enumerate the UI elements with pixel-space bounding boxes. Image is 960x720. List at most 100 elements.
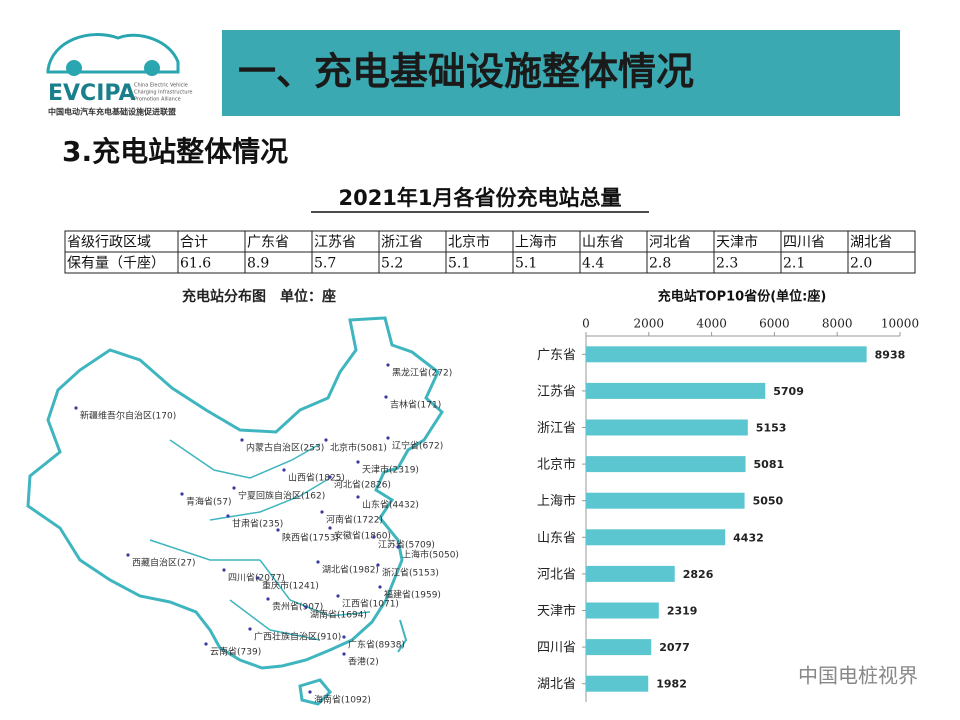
- value-label: 5709: [773, 385, 804, 398]
- y-tick-label: 浙江省: [537, 421, 576, 436]
- map-label: 天津市(2319): [362, 464, 419, 476]
- logo-car: [46, 33, 180, 74]
- value-label: 1982: [656, 678, 687, 691]
- map-label: 甘肃省(235): [232, 518, 283, 530]
- map-dot: [222, 568, 226, 572]
- map-label: 西藏自治区(27): [132, 557, 195, 569]
- map-dot: [376, 563, 380, 567]
- map-dot: [316, 560, 320, 564]
- bar: [586, 529, 726, 546]
- table: 省级行政区域 合计 广东省 江苏省 浙江省 北京市 上海市 山东省 河北省 天津市 四川省 湖北省保有…: [64, 230, 916, 274]
- watermark: 中国电桩视界: [798, 664, 918, 688]
- value-label: 4432: [733, 531, 764, 544]
- slide-title: 一、充电基础设施整体情况: [238, 50, 694, 94]
- y-tick-label: 四川省: [537, 641, 576, 656]
- map-label: 北京市(5081): [330, 442, 387, 454]
- table-cell-text: 广东省: [247, 235, 289, 251]
- map-label: 湖南省(1694): [310, 609, 367, 621]
- table-cell-text: 5.7: [314, 256, 336, 272]
- logo-cn: 中国电动汽车充电基础设施促进联盟: [48, 107, 176, 117]
- map-label: 重庆市(1241): [262, 580, 319, 592]
- value-label: 2319: [667, 605, 698, 618]
- table-cell-text: 5.1: [515, 256, 537, 272]
- map-label: 宁夏回族自治区(162): [238, 490, 325, 502]
- map-label: 福建省(1959): [384, 589, 441, 601]
- map-label: 内蒙古自治区(253): [246, 442, 324, 454]
- bar: [586, 456, 746, 473]
- map-dot: [328, 475, 332, 479]
- map-dot: [226, 514, 230, 518]
- map-label: 江西省(1071): [342, 598, 399, 610]
- map-dot: [378, 585, 382, 589]
- map-label: 海南省(1092): [314, 694, 371, 706]
- logo-en: Charging Infrastructure: [134, 90, 192, 96]
- table-cell-text: 61.6: [180, 256, 211, 272]
- map-dot: [304, 605, 308, 609]
- map-label: 湖北省(1982): [322, 564, 379, 576]
- table-cell-text: 上海市: [515, 234, 557, 251]
- table-cell-text: 2.3: [716, 256, 738, 272]
- map-dot: [276, 528, 280, 532]
- table-cell-text: 2.1: [783, 256, 805, 272]
- map-dot: [256, 576, 260, 580]
- map-label: 云南省(739): [210, 646, 261, 658]
- y-tick-label: 天津市: [537, 603, 576, 619]
- y-tick-label: 北京市: [537, 457, 576, 473]
- table-cell-text: 浙江省: [381, 235, 423, 251]
- map-dot: [126, 553, 130, 557]
- map-label: 吉林省(171): [390, 399, 441, 411]
- map-label: 浙江省(5153): [382, 567, 439, 579]
- map-title: 充电站分布图 单位：座: [182, 288, 336, 305]
- table-cell-text: 山东省: [582, 235, 624, 251]
- bar-chart: 0 2000 4000 6000 8000 10000 广东省 8938 江苏省 5709 浙江省 5…: [537, 317, 919, 702]
- value-label: 5153: [756, 422, 787, 435]
- map-dot: [396, 545, 400, 549]
- map-dot: [248, 627, 252, 631]
- bar: [586, 602, 659, 619]
- table-cell-text: 保有量（千座）: [67, 256, 165, 272]
- map-label: 黑龙江省(272): [392, 367, 452, 379]
- map-labels: 黑龙江省(272) 吉林省(171) 新疆维吾尔自治区(170) 内蒙古自治区(253…: [74, 363, 459, 706]
- map-label: 河北省(2826): [334, 479, 391, 491]
- bar: [586, 382, 766, 399]
- map-dot: [74, 406, 78, 410]
- table-title: 2021年1月各省份充电站总量: [338, 186, 621, 210]
- table-cell-text: 5.2: [381, 256, 403, 272]
- map-label: 贵州省(907): [272, 601, 323, 613]
- map-label: 广西壮族自治区(910): [254, 631, 341, 643]
- x-tick-label: 2000: [634, 317, 665, 331]
- section-title: 3.充电站整体情况: [62, 135, 288, 168]
- map-dot: [356, 495, 360, 499]
- y-tick-label: 江苏省: [537, 383, 576, 399]
- bar: [586, 565, 675, 582]
- x-tick-label: 4000: [696, 317, 727, 331]
- x-tick-label: 8000: [822, 317, 853, 331]
- table-cell-text: 河北省: [649, 235, 691, 251]
- y-tick-label: 山东省: [537, 531, 576, 546]
- x-tick-label: 6000: [759, 317, 790, 331]
- y-tick-label: 河北省: [537, 567, 576, 582]
- map-dot: [320, 510, 324, 514]
- bar: [586, 492, 745, 509]
- logo-en: China Electric Vehicle: [134, 83, 188, 89]
- map-label: 上海市(5050): [402, 549, 459, 561]
- value-label: 5050: [753, 495, 784, 508]
- table-cell-text: 江苏省: [314, 235, 356, 251]
- map-dot: [232, 486, 236, 490]
- map-dot: [266, 597, 270, 601]
- bar: [586, 419, 748, 436]
- map-dot: [336, 594, 340, 598]
- map-dot: [342, 652, 346, 656]
- logo-wheel: [144, 60, 160, 76]
- table-cell-text: 4.4: [582, 256, 604, 272]
- map-dot: [372, 535, 376, 539]
- table-cell-text: 合计: [180, 235, 208, 251]
- map-label: 山东省(4432): [362, 499, 419, 511]
- map-label: 安徽省(1860): [334, 530, 391, 542]
- map-label: 辽宁省(672): [392, 440, 443, 452]
- map-dot: [356, 460, 360, 464]
- y-tick-label: 湖北省: [537, 677, 576, 692]
- table-cell-text: 2.8: [649, 256, 671, 272]
- value-label: 8938: [875, 348, 906, 361]
- logo-en: Promotion Alliance: [134, 97, 181, 103]
